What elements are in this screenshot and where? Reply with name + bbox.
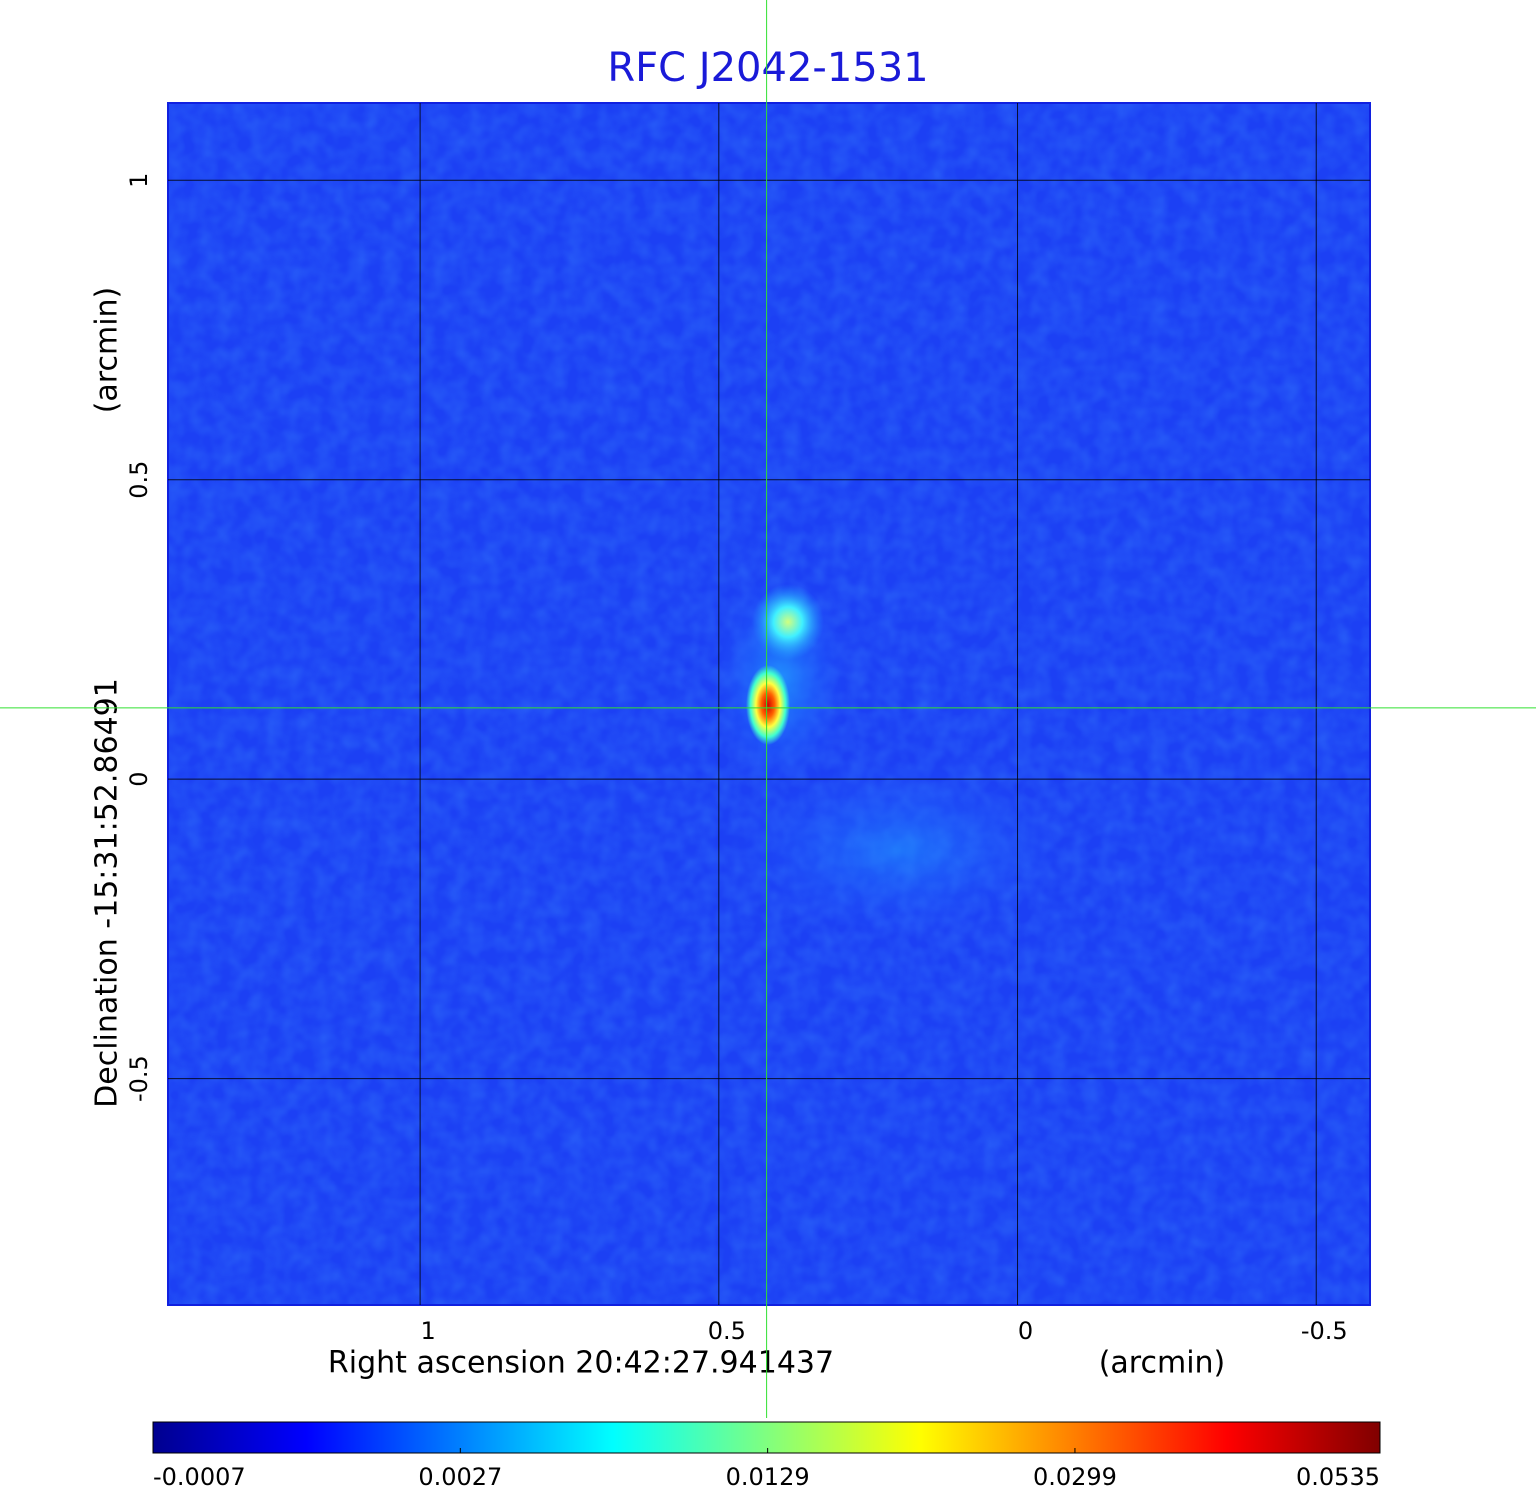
x-tick-label: 0: [1018, 1317, 1033, 1345]
y-tick-label: -0.5: [125, 1055, 153, 1102]
y-tick-label: 1: [125, 173, 153, 188]
y-tick-label: 0: [125, 772, 153, 787]
knot: [752, 584, 824, 660]
frame: [167, 102, 1371, 1306]
y-axis-label: Declination -15:31:52.86491: [90, 678, 125, 1108]
diffuse-emission: [730, 760, 1070, 940]
core: [746, 665, 790, 745]
x-tick-label: 0.5: [708, 1317, 746, 1345]
x-axis-unit: (arcmin): [1099, 1346, 1226, 1381]
colorbar-tick-label: 0.0535: [1296, 1463, 1380, 1491]
chart-title: RFC J2042-1531: [607, 45, 928, 91]
colorbar-tick-label: 0.0299: [1033, 1463, 1117, 1491]
y-tick-label: 0.5: [125, 461, 153, 499]
y-axis-unit: (arcmin): [90, 287, 125, 414]
x-axis-label: Right ascension 20:42:27.941437: [328, 1346, 834, 1381]
colorbar-tick-label: -0.0007: [153, 1463, 246, 1491]
colorbar-tick-label: 0.0129: [726, 1463, 810, 1491]
colorbar-tick-label: 0.0027: [418, 1463, 502, 1491]
colorbar: [152, 1421, 1381, 1454]
x-tick-label: 1: [420, 1317, 435, 1345]
x-tick-label: -0.5: [1301, 1317, 1348, 1345]
image: [167, 102, 1371, 1306]
